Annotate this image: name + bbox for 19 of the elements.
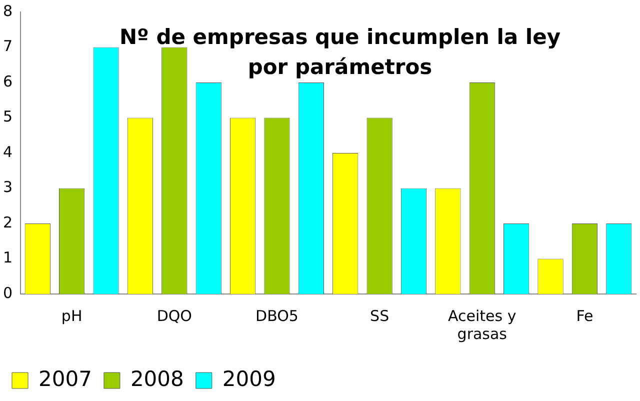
y-tick-label: 7 xyxy=(2,37,13,56)
x-tick-label: DQO xyxy=(156,306,192,325)
y-tick-label: 0 xyxy=(2,284,13,302)
x-tick-label: pH xyxy=(61,306,82,325)
legend-label: 2008 xyxy=(130,366,184,391)
y-tick-label: 4 xyxy=(2,142,13,161)
x-tick-label: SS xyxy=(370,306,390,325)
x-tick-label: Aceites y grasas xyxy=(448,306,516,343)
legend-label: 2009 xyxy=(222,366,276,391)
y-tick-label: 1 xyxy=(2,248,13,267)
y-tick-label: 8 xyxy=(2,2,13,20)
text: Nº de empresas que incumplen la ley por parámetros xyxy=(118,24,562,81)
y-tick-label: 2 xyxy=(2,213,13,232)
y-tick-label: 3 xyxy=(2,178,13,196)
x-tick-label: DBO5 xyxy=(256,306,298,325)
x-tick-label: Fe xyxy=(576,306,594,325)
y-tick-label: 5 xyxy=(2,108,13,126)
y-tick-label: 6 xyxy=(2,72,13,90)
legend-label: 2007 xyxy=(38,366,92,391)
